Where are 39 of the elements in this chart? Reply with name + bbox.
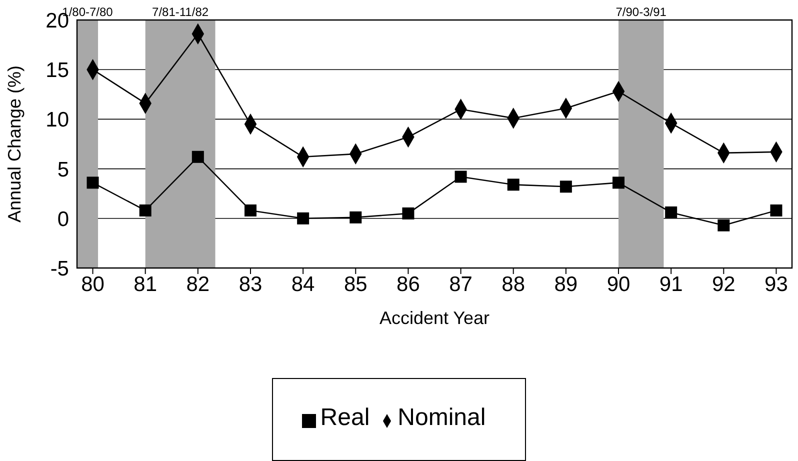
point: [560, 180, 572, 193]
x-tick-label: 85: [344, 272, 368, 296]
x-tick-label: 92: [712, 272, 736, 296]
point: [350, 211, 362, 224]
x-tick-label: 91: [659, 272, 683, 296]
point: [665, 206, 678, 218]
x-tick-label: 86: [396, 272, 420, 296]
y-tick-label: 15: [46, 59, 69, 82]
point: [402, 207, 414, 220]
point: [297, 212, 310, 224]
y-tick-label: 10: [46, 108, 69, 132]
legend-label: Real: [320, 404, 370, 431]
point: [192, 150, 204, 163]
band-label: 7/81-11/82: [152, 5, 209, 19]
point: [244, 204, 256, 216]
x-tick-label: 80: [81, 272, 104, 296]
point: [718, 219, 730, 232]
y-tick-label: -5: [50, 257, 69, 280]
y-axis-title: Annual Change (%): [4, 65, 24, 223]
point: [139, 204, 152, 216]
point: [507, 178, 520, 191]
x-tick-label: 90: [606, 272, 630, 296]
point: [612, 176, 625, 189]
x-tick-label: 93: [764, 272, 788, 296]
y-tick-label: 5: [57, 158, 69, 182]
x-tick-label: 88: [502, 272, 526, 296]
point: [770, 204, 782, 216]
x-tick-label: 82: [186, 272, 210, 296]
point: [454, 170, 467, 183]
x-tick-label: 84: [291, 272, 316, 296]
x-axis-title: Accident Year: [379, 308, 490, 328]
x-tick-label: 81: [134, 272, 158, 296]
y-tick-label: 0: [57, 208, 69, 231]
point: [86, 176, 99, 189]
x-tick-label: 87: [449, 272, 472, 296]
x-tick-label: 89: [554, 272, 578, 296]
band-label: 7/90-3/91: [616, 5, 667, 19]
legend-label: Nominal: [398, 404, 486, 431]
x-tick-label: 83: [238, 272, 262, 296]
